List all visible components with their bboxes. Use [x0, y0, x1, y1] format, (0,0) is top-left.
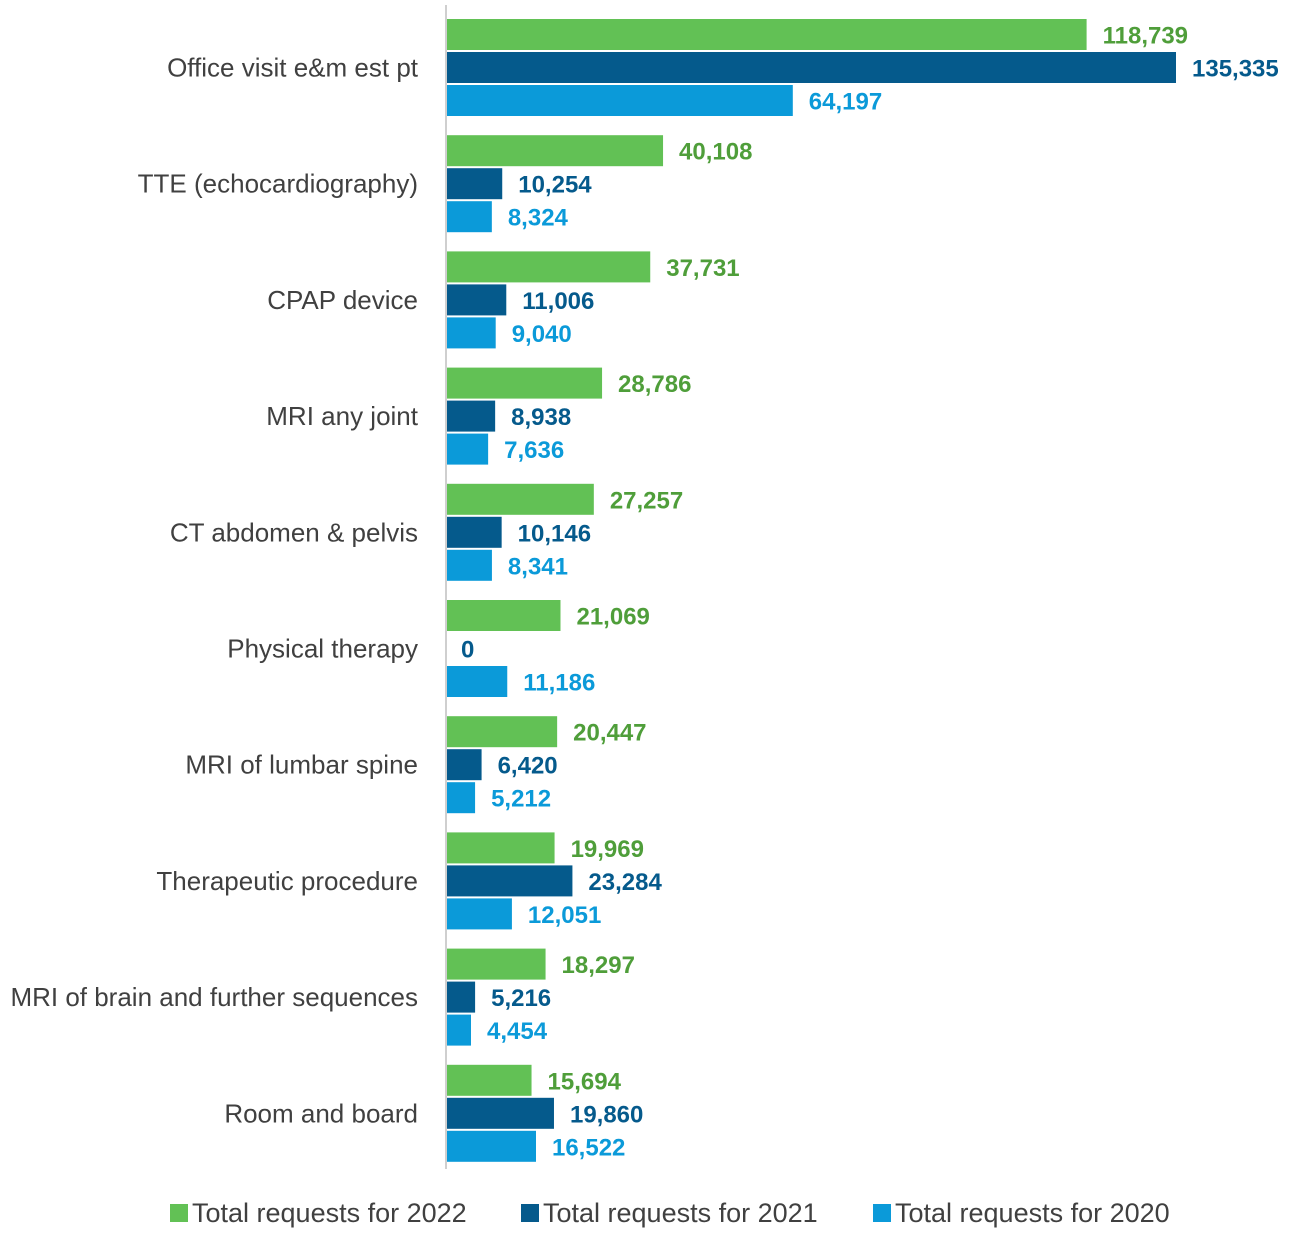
- data-label: 0: [461, 637, 474, 664]
- data-label: 18,297: [562, 952, 635, 979]
- data-label: 11,006: [522, 288, 594, 315]
- data-label: 40,108: [679, 139, 752, 166]
- bar-2020: [447, 549, 492, 581]
- legend-swatch: [170, 1204, 188, 1222]
- category-label: MRI any joint: [266, 401, 418, 431]
- data-label: 5,216: [491, 985, 551, 1012]
- data-label: 27,257: [610, 487, 683, 514]
- bar-2021: [447, 52, 1176, 83]
- bar-2022: [447, 367, 603, 399]
- data-label: 135,335: [1192, 56, 1279, 83]
- bar-2021: [447, 516, 502, 548]
- data-label: 19,969: [571, 836, 644, 863]
- legend-label: Total requests for 2020: [895, 1198, 1170, 1228]
- data-label: 9,040: [512, 321, 572, 348]
- data-label: 21,069: [576, 604, 649, 631]
- bar-2020: [447, 1130, 536, 1162]
- bar-2020: [447, 898, 512, 930]
- bar-2022: [447, 832, 555, 864]
- data-label: 11,186: [523, 670, 595, 697]
- data-label: 5,212: [491, 786, 551, 813]
- bar-2021: [447, 749, 482, 781]
- bar-2021: [447, 865, 573, 897]
- data-label: 8,324: [508, 205, 569, 232]
- bar-2022: [447, 600, 561, 631]
- category-label: Office visit e&m est pt: [167, 53, 419, 83]
- data-label: 28,786: [618, 371, 691, 398]
- legend-label: Total requests for 2021: [543, 1198, 818, 1228]
- bar-2021: [447, 400, 496, 432]
- data-label: 19,860: [570, 1101, 643, 1128]
- bar-2022: [447, 716, 558, 748]
- data-label: 64,197: [809, 89, 882, 116]
- legend-swatch: [521, 1204, 539, 1222]
- data-label: 8,938: [511, 404, 571, 431]
- data-label: 10,254: [518, 172, 592, 199]
- data-label: 10,146: [518, 520, 591, 547]
- data-label: 37,731: [666, 255, 739, 282]
- data-label: 23,284: [588, 869, 662, 896]
- category-label: MRI of lumbar spine: [185, 750, 418, 780]
- category-label: MRI of brain and further sequences: [10, 982, 418, 1012]
- data-label: 15,694: [548, 1068, 622, 1095]
- data-label: 12,051: [528, 902, 601, 929]
- bar-2020: [447, 85, 793, 116]
- legend-swatch: [873, 1204, 891, 1222]
- category-label: Room and board: [224, 1098, 418, 1128]
- category-label: TTE (echocardiography): [138, 169, 418, 199]
- bar-2021: [447, 1097, 554, 1129]
- bar-2020: [447, 433, 489, 465]
- bar-2022: [447, 135, 664, 167]
- bar-2021: [447, 981, 476, 1013]
- bar-2020: [447, 317, 496, 349]
- category-label: CT abdomen & pelvis: [170, 517, 418, 547]
- bar-2020: [447, 1014, 471, 1046]
- category-label: CPAP device: [267, 285, 418, 315]
- bar-2020: [447, 201, 492, 233]
- data-label: 4,454: [487, 1018, 548, 1045]
- data-label: 118,739: [1103, 23, 1188, 50]
- data-label: 16,522: [552, 1134, 625, 1161]
- bar-2022: [447, 251, 651, 283]
- data-label: 7,636: [504, 437, 564, 464]
- category-label: Therapeutic procedure: [156, 866, 418, 896]
- data-label: 8,341: [508, 553, 568, 580]
- bar-2022: [447, 1064, 532, 1096]
- bar-2022: [447, 948, 546, 980]
- data-label: 6,420: [498, 753, 558, 780]
- bar-2020: [447, 782, 476, 814]
- bar-2020: [447, 666, 508, 697]
- bar-2021: [447, 284, 507, 316]
- bar-2022: [447, 19, 1087, 50]
- data-label: 20,447: [573, 720, 646, 747]
- bar-2021: [447, 168, 503, 200]
- category-label: Physical therapy: [227, 634, 418, 664]
- bar-2022: [447, 483, 594, 515]
- legend-label: Total requests for 2022: [192, 1198, 467, 1228]
